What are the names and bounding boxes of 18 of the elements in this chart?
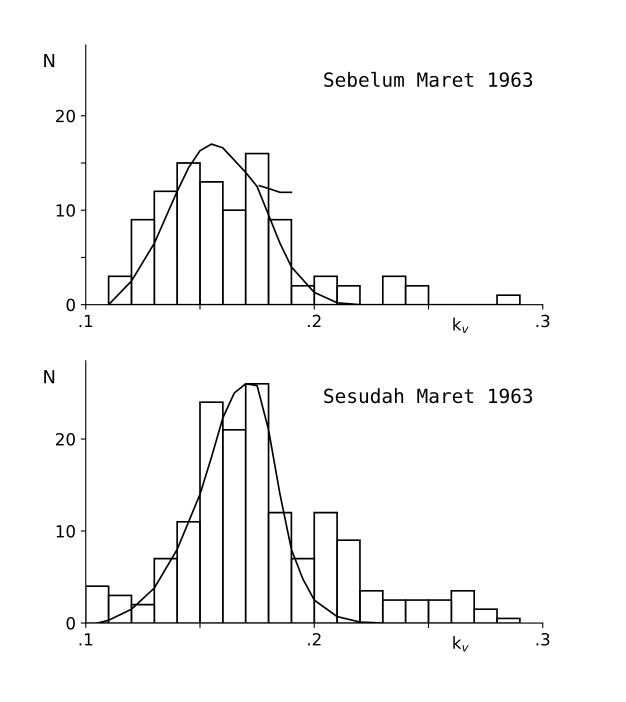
y-tick-label: 20: [56, 432, 75, 446]
y-tick-label: 10: [56, 204, 75, 217]
y-tick-label: 10: [56, 524, 75, 538]
x-tick-label: .1: [80, 314, 92, 328]
x-axis-title: k$_{v}$: [453, 636, 469, 652]
y-axis-title: N: [44, 54, 54, 68]
y-axis-title: N: [44, 370, 54, 384]
x-tick-label: .3: [536, 314, 550, 328]
x-tick-label: .3: [536, 633, 550, 646]
y-tick-label: 0: [66, 298, 75, 312]
annotation: Sesudah Maret 1963: [324, 388, 532, 404]
x-tick-label: .2: [308, 314, 321, 328]
y-tick-label: 20: [56, 110, 75, 122]
x-tick-label: .2: [308, 633, 321, 646]
x-tick-label: .1: [80, 633, 92, 646]
x-axis-title: k$_{v}$: [453, 318, 469, 334]
annotation: Sebelum Maret 1963: [324, 72, 532, 87]
y-tick-label: 0: [66, 616, 75, 630]
